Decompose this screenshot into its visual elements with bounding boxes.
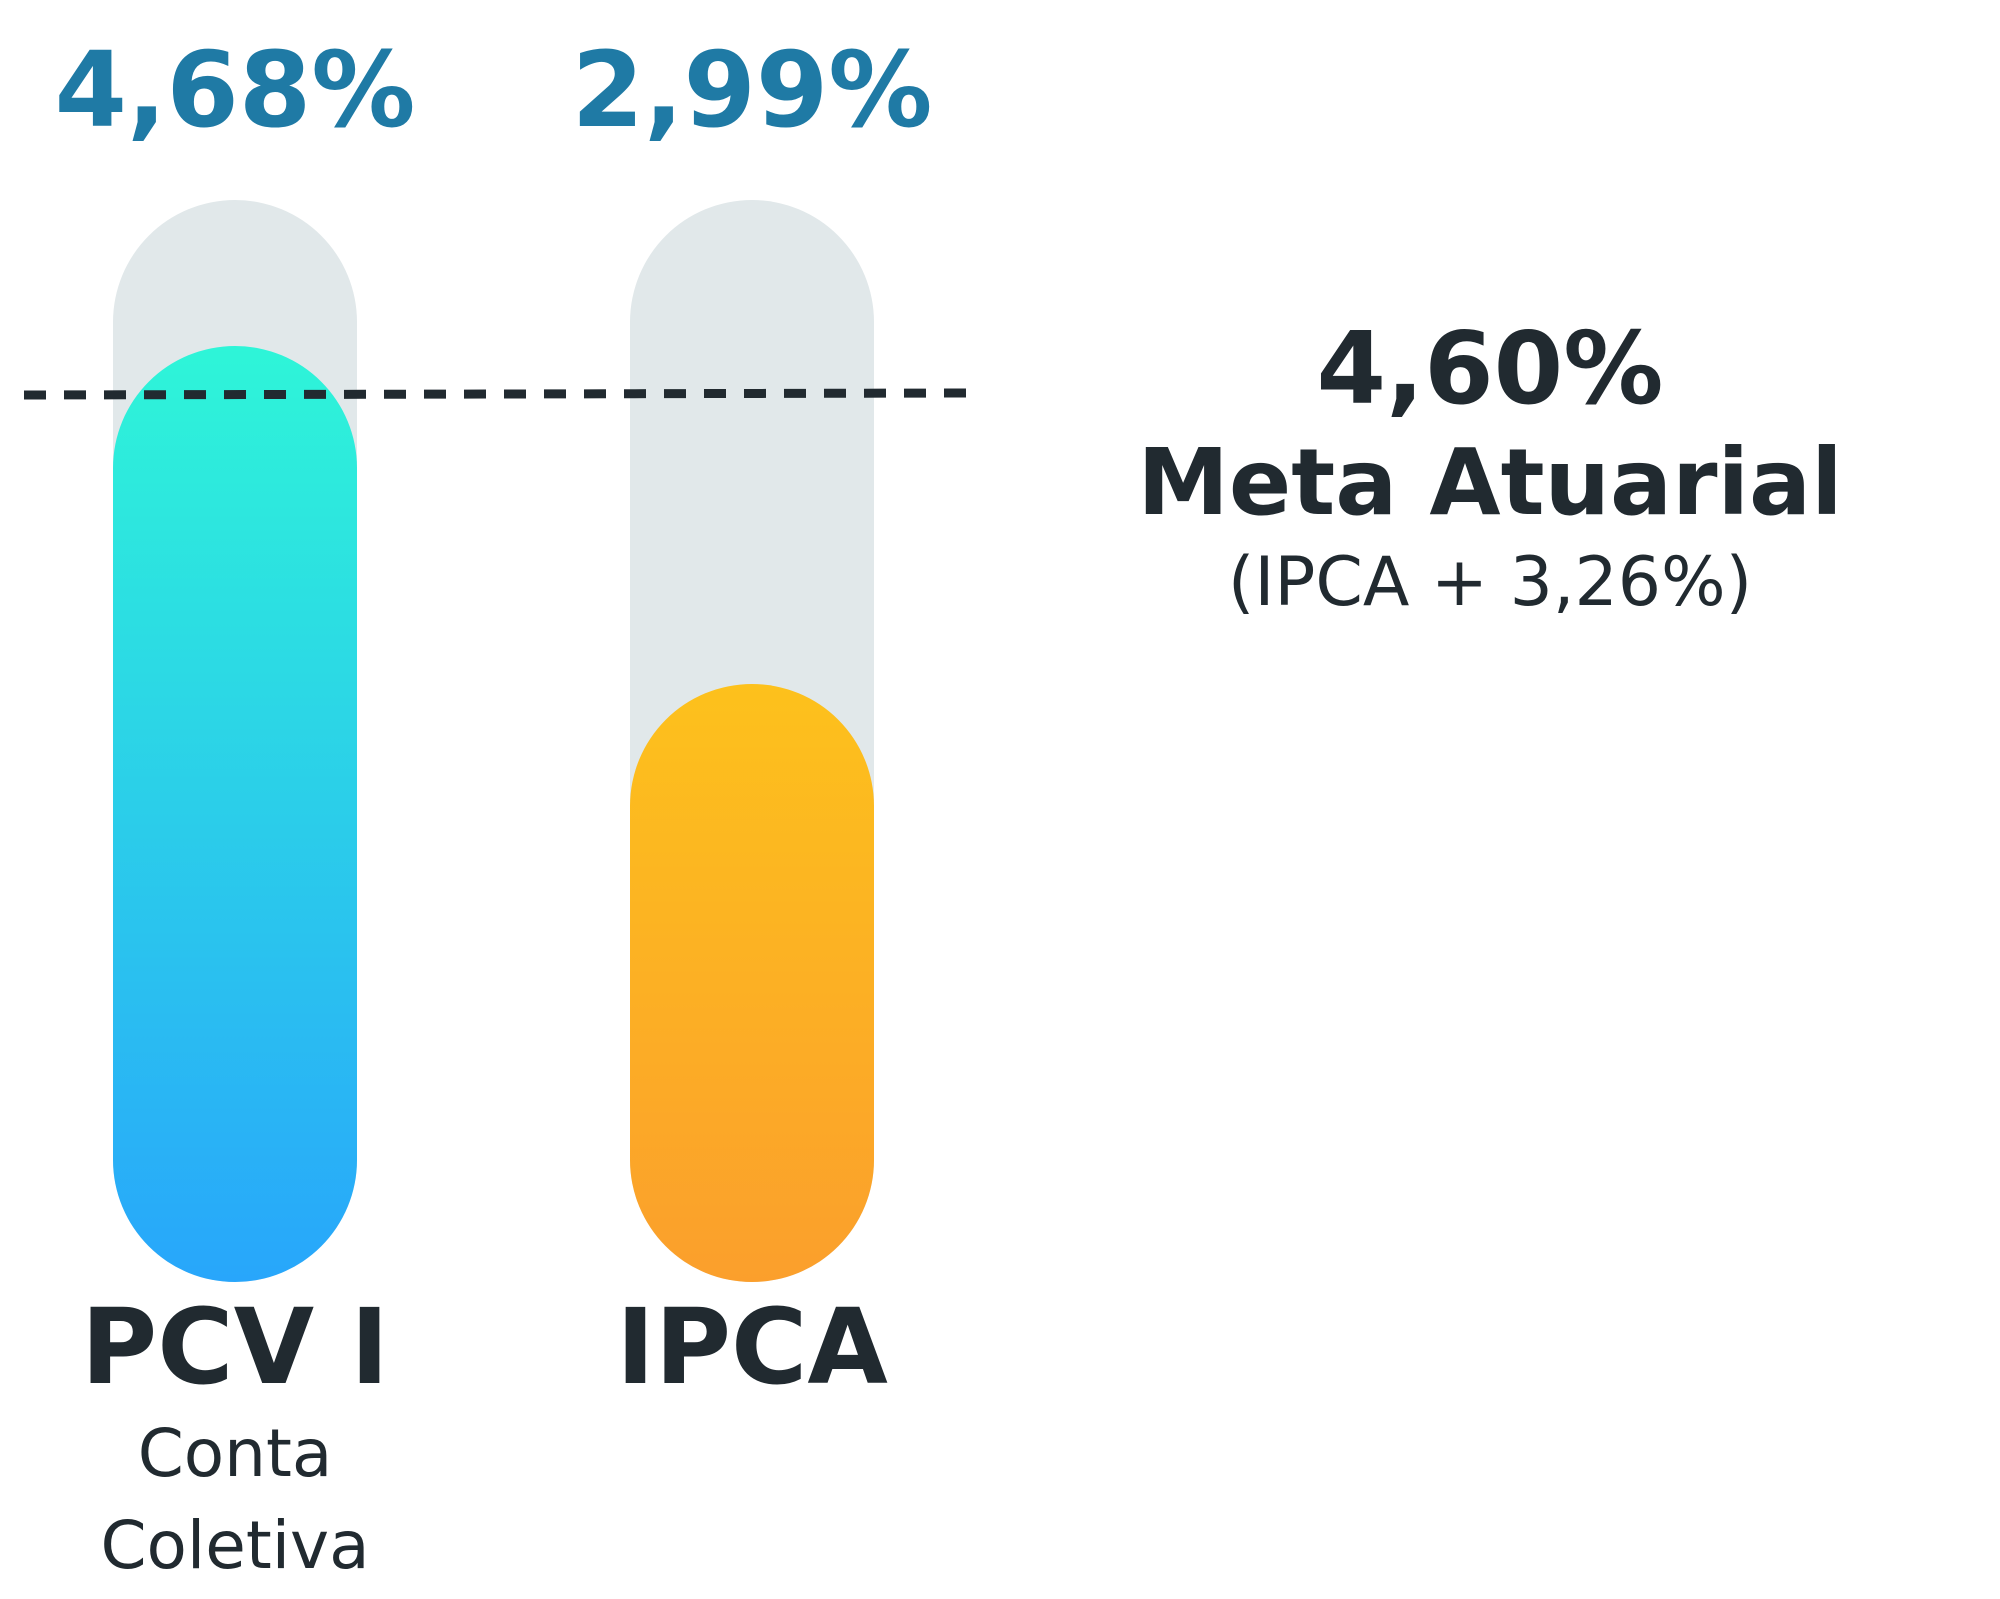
category-label-pcv-i: PCV I bbox=[81, 1286, 389, 1408]
value-label-ipca: 2,99% bbox=[571, 29, 933, 151]
reference-formula-label: (IPCA + 3,26%) bbox=[1227, 543, 1753, 622]
value-label-pcv-i: 4,68% bbox=[54, 29, 416, 151]
reference-value-label: 4,60% bbox=[1316, 310, 1664, 427]
category-label-ipca: IPCA bbox=[616, 1286, 888, 1408]
category-subtitle-pcv-i: Conta Coletiva bbox=[100, 1415, 370, 1584]
bar-ipca bbox=[630, 684, 874, 1282]
reference-line-meta-atuarial bbox=[23, 388, 971, 400]
reference-title-label: Meta Atuarial bbox=[1137, 429, 1843, 536]
bar-pcv-i bbox=[113, 346, 357, 1282]
